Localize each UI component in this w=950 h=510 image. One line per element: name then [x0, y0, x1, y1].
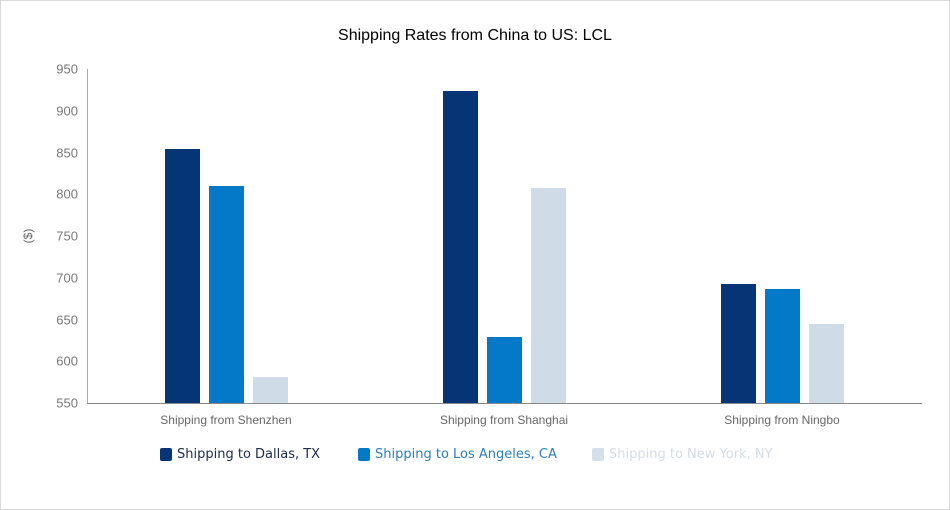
y-tick-label: 900 — [56, 103, 78, 119]
bar[interactable] — [443, 90, 478, 403]
bar[interactable] — [253, 377, 288, 403]
y-tick-label: 700 — [56, 270, 78, 286]
y-tick-label: 950 — [56, 61, 78, 77]
bar[interactable] — [765, 288, 800, 403]
bar[interactable] — [165, 149, 200, 403]
legend-item-new-york[interactable]: Shipping to New York, NY — [592, 447, 772, 462]
x-category-shenzhen: Shipping from Shenzhen — [160, 413, 292, 427]
y-tick-label: 850 — [56, 145, 78, 160]
bar[interactable] — [809, 323, 844, 403]
legend-swatch-icon — [358, 448, 370, 461]
bar[interactable] — [531, 188, 566, 403]
y-axis-line — [87, 69, 88, 404]
legend-label: Shipping to Dallas, TX — [177, 447, 321, 462]
y-tick-label: 550 — [56, 395, 78, 411]
legend-label: Shipping to New York, NY — [609, 447, 773, 462]
legend-item-dallas[interactable]: Shipping to Dallas, TX — [160, 447, 320, 462]
x-axis-line — [87, 403, 922, 404]
legend-swatch-icon — [160, 448, 172, 461]
legend-label: Shipping to Los Angeles, CA — [375, 447, 557, 462]
y-axis-label: ($) — [21, 228, 35, 244]
y-tick-label: 800 — [56, 186, 78, 202]
bar[interactable] — [721, 283, 756, 403]
y-tick-label: 600 — [56, 353, 78, 369]
legend-swatch-icon — [592, 448, 604, 461]
x-category-ningbo: Shipping from Ningbo — [724, 413, 840, 427]
y-tick-label: 650 — [56, 312, 78, 327]
y-tick-label: 750 — [56, 228, 78, 244]
legend-item-los-angeles[interactable]: Shipping to Los Angeles, CA — [358, 447, 557, 462]
x-category-shanghai: Shipping from Shanghai — [439, 413, 569, 427]
bar[interactable] — [209, 185, 244, 403]
chart-title: Shipping Rates from China to US: LCL — [338, 27, 612, 44]
bar[interactable] — [487, 337, 522, 403]
